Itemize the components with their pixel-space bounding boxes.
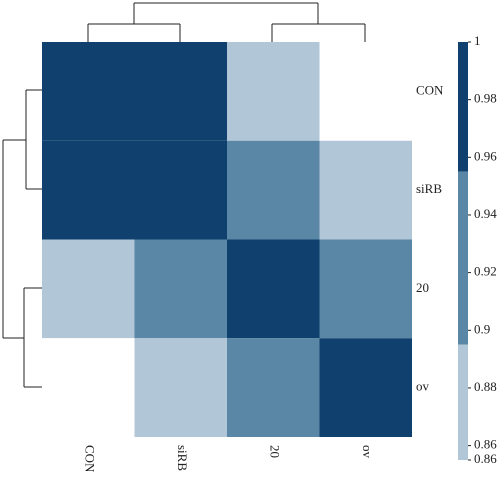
heatmap-cell bbox=[42, 140, 135, 240]
heatmap-cell bbox=[319, 239, 412, 339]
colorbar-tick-label: 0.94 bbox=[474, 206, 497, 221]
row-label: CON bbox=[416, 82, 444, 97]
heatmap-cell bbox=[227, 140, 320, 240]
row-label: siRB bbox=[416, 181, 442, 196]
colorbar-tick-label: 0.92 bbox=[474, 264, 497, 279]
colorbar-tick-label: 0.86 bbox=[474, 437, 497, 452]
colorbar-tick-label: 0.96 bbox=[474, 148, 497, 163]
heatmap-cell bbox=[227, 338, 320, 437]
heatmap-cell bbox=[319, 42, 412, 141]
colorbar-tick-label: 1 bbox=[474, 33, 481, 48]
heatmap-cell bbox=[42, 338, 135, 437]
colorbar-segment bbox=[458, 344, 468, 460]
colorbar-tick-label: 0.88 bbox=[474, 379, 497, 394]
column-label: CON bbox=[82, 445, 97, 473]
heatmap-cell bbox=[319, 338, 412, 437]
heatmap-cell bbox=[227, 239, 320, 339]
heatmap-cell bbox=[134, 140, 227, 240]
heatmap-cell bbox=[134, 239, 227, 339]
heatmap-cell bbox=[227, 42, 320, 141]
heatmap-cell bbox=[319, 140, 412, 240]
column-label: ov bbox=[360, 445, 375, 459]
heatmap-cell bbox=[134, 338, 227, 437]
row-dendrogram bbox=[2, 89, 42, 388]
heatmap-cell bbox=[134, 42, 227, 141]
row-label: ov bbox=[416, 379, 430, 394]
column-label: siRB bbox=[175, 445, 190, 471]
colorbar-tick-label: 0.98 bbox=[474, 91, 497, 106]
column-label: 20 bbox=[267, 445, 282, 458]
heatmap-cell bbox=[42, 42, 135, 141]
row-label: 20 bbox=[416, 280, 429, 295]
colorbar-tick-label: 0.86 bbox=[474, 451, 497, 466]
colorbar-tick-label: 0.9 bbox=[474, 321, 490, 336]
column-dendrogram bbox=[87, 2, 366, 42]
colorbar-segment bbox=[458, 42, 468, 172]
heatmap-cell bbox=[42, 239, 135, 339]
colorbar-segment bbox=[458, 171, 468, 345]
